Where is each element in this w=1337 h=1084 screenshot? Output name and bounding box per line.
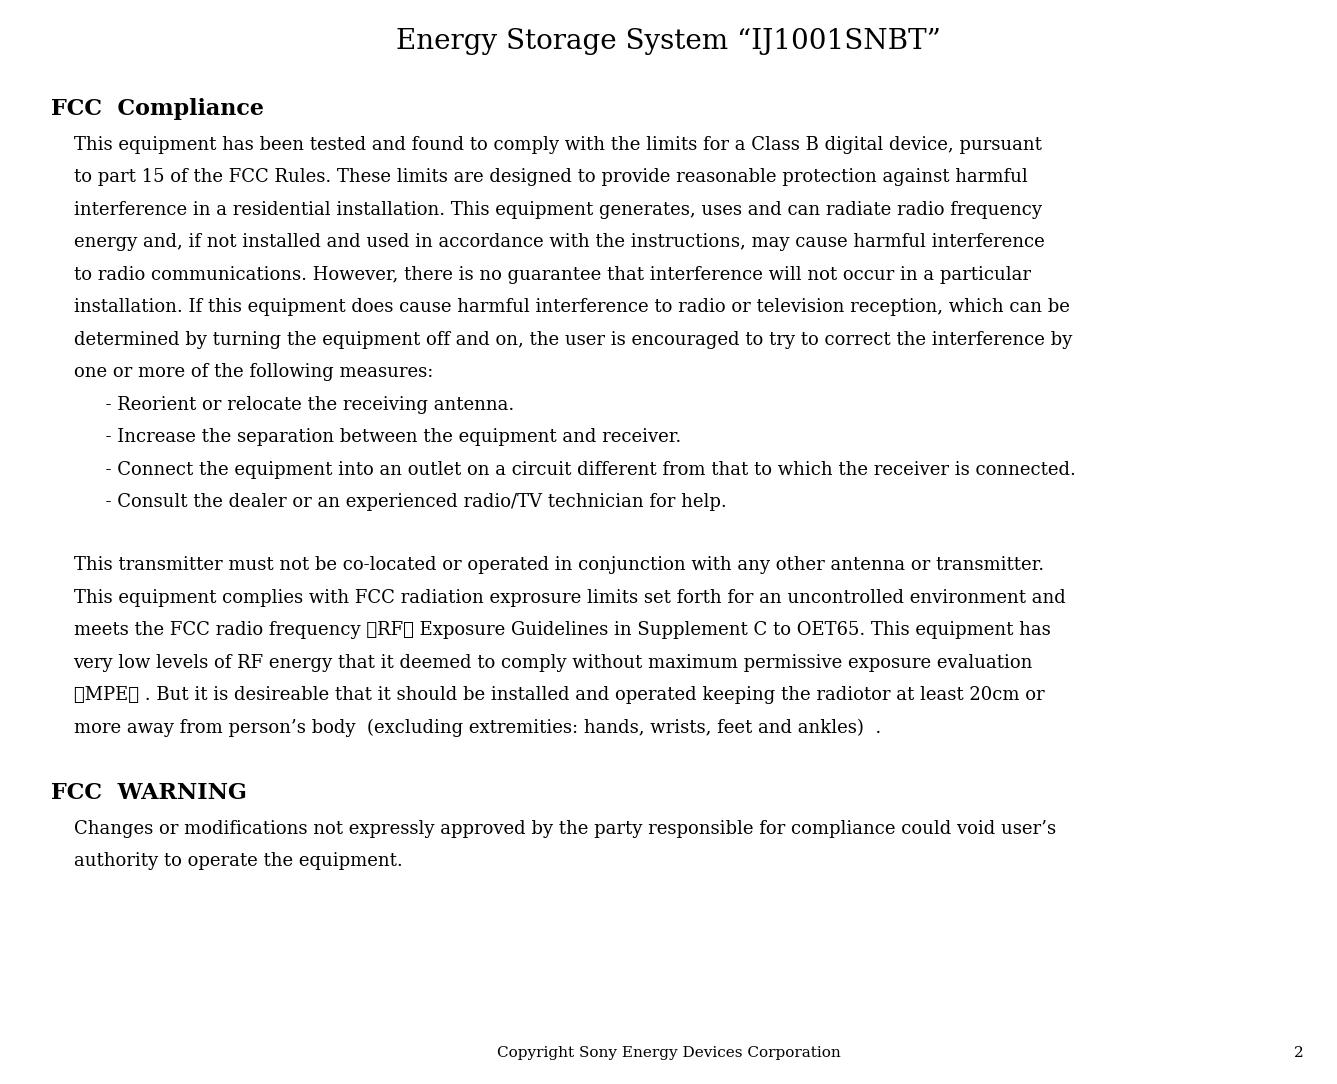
Text: This equipment has been tested and found to comply with the limits for a Class B: This equipment has been tested and found… [74,136,1042,154]
Text: - Increase the separation between the equipment and receiver.: - Increase the separation between the eq… [94,428,681,447]
Text: （MPE） . But it is desireable that it should be installed and operated keeping th: （MPE） . But it is desireable that it sho… [74,686,1044,705]
Text: Energy Storage System “IJ1001SNBT”: Energy Storage System “IJ1001SNBT” [396,28,941,55]
Text: - Connect the equipment into an outlet on a circuit different from that to which: - Connect the equipment into an outlet o… [94,461,1075,479]
Text: energy and, if not installed and used in accordance with the instructions, may c: energy and, if not installed and used in… [74,233,1044,251]
Text: Changes or modifications not expressly approved by the party responsible for com: Changes or modifications not expressly a… [74,820,1056,838]
Text: meets the FCC radio frequency （RF） Exposure Guidelines in Supplement C to OET65.: meets the FCC radio frequency （RF） Expos… [74,621,1051,640]
Text: determined by turning the equipment off and on, the user is encouraged to try to: determined by turning the equipment off … [74,331,1072,349]
Text: more away from person’s body  (excluding extremities: hands, wrists, feet and an: more away from person’s body (excluding … [74,719,881,737]
Text: authority to operate the equipment.: authority to operate the equipment. [74,852,402,870]
Text: one or more of the following measures:: one or more of the following measures: [74,363,433,382]
Text: interference in a residential installation. This equipment generates, uses and c: interference in a residential installati… [74,201,1042,219]
Text: - Consult the dealer or an experienced radio/TV technician for help.: - Consult the dealer or an experienced r… [94,493,726,512]
Text: This transmitter must not be co-located or operated in conjunction with any othe: This transmitter must not be co-located … [74,556,1044,575]
Text: 2: 2 [1294,1046,1304,1060]
Text: Copyright Sony Energy Devices Corporation: Copyright Sony Energy Devices Corporatio… [496,1046,841,1060]
Text: to part 15 of the FCC Rules. These limits are designed to provide reasonable pro: to part 15 of the FCC Rules. These limit… [74,168,1027,186]
Text: FCC  WARNING: FCC WARNING [51,782,247,803]
Text: installation. If this equipment does cause harmful interference to radio or tele: installation. If this equipment does cau… [74,298,1070,317]
Text: This equipment complies with FCC radiation exprosure limits set forth for an unc: This equipment complies with FCC radiati… [74,589,1066,607]
Text: to radio communications. However, there is no guarantee that interference will n: to radio communications. However, there … [74,266,1031,284]
Text: very low levels of RF energy that it deemed to comply without maximum permissive: very low levels of RF energy that it dee… [74,654,1034,672]
Text: - Reorient or relocate the receiving antenna.: - Reorient or relocate the receiving ant… [94,396,513,414]
Text: FCC  Compliance: FCC Compliance [51,98,263,119]
